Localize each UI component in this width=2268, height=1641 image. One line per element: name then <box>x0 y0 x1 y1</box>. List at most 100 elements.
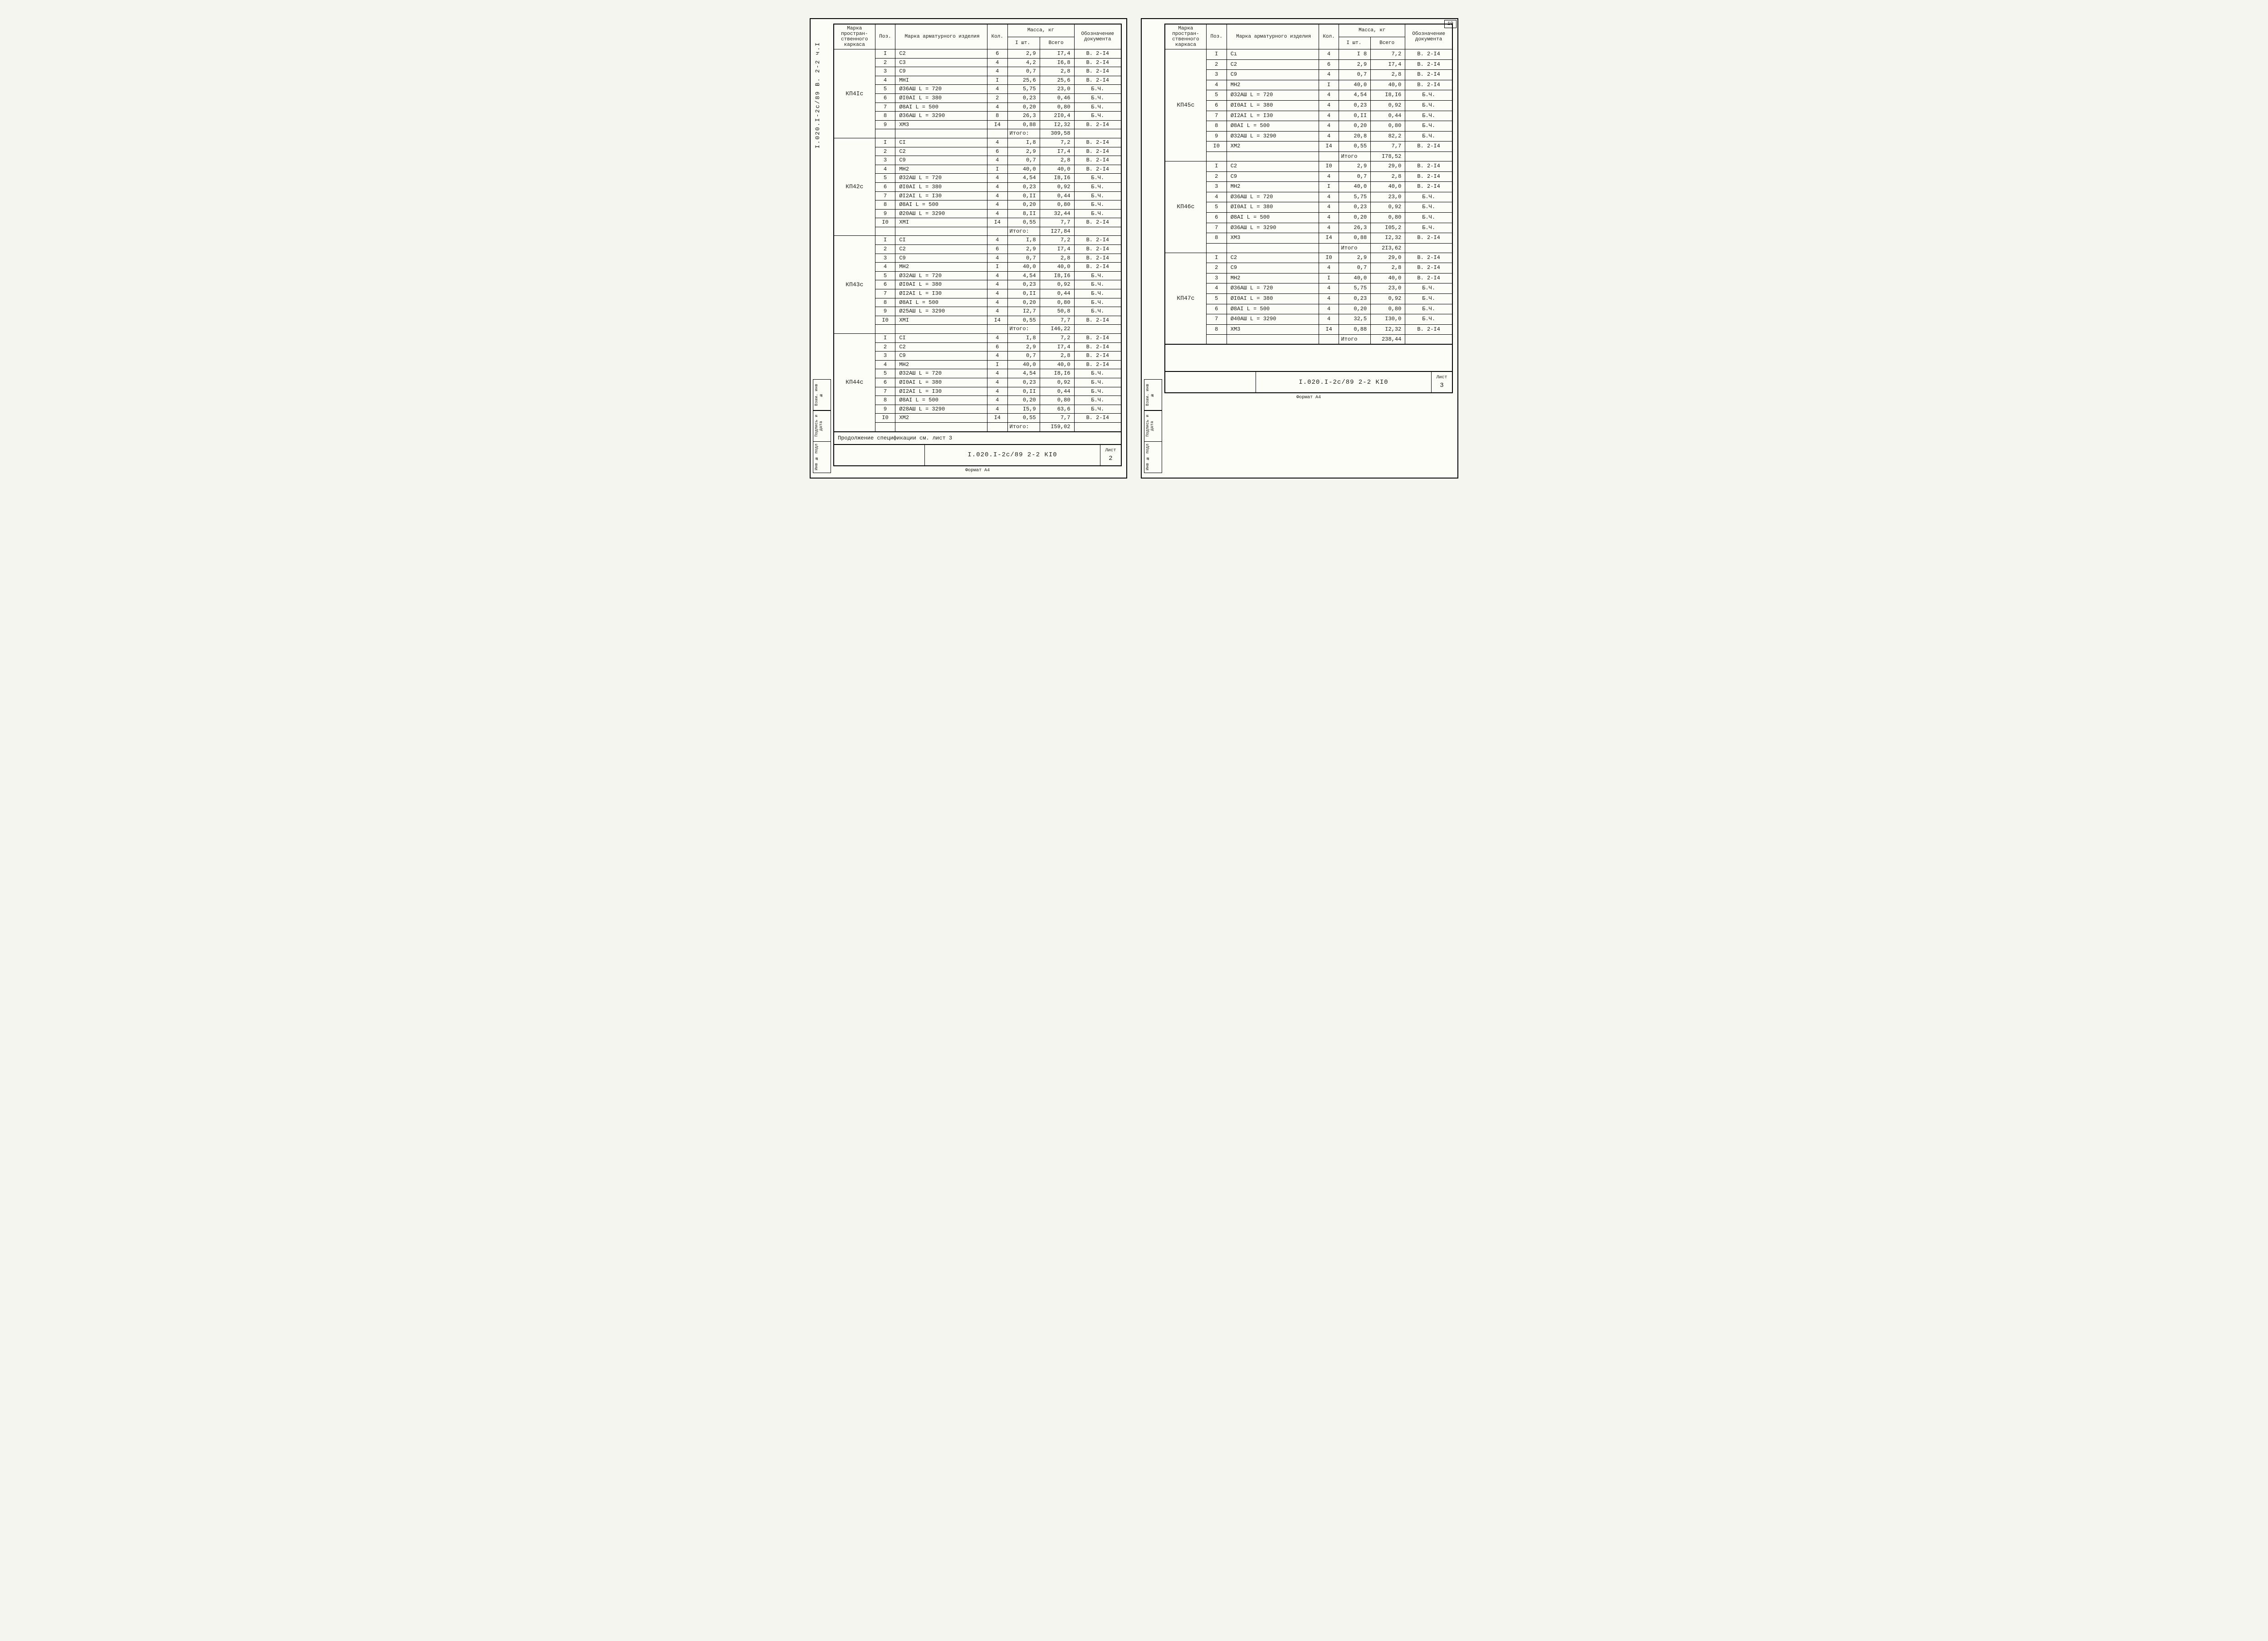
cell-doc: Б.Ч. <box>1074 191 1121 200</box>
table-row: КП46сIС2I02,929,0В. 2-I4 <box>1165 161 1452 171</box>
col-header-izdelie: Марка арматурного изделия <box>895 24 987 49</box>
cell-empty <box>1319 151 1339 161</box>
cell-doc: Б.Ч. <box>1074 103 1121 112</box>
cell-izdelie: МН2 <box>1227 182 1319 192</box>
cell-poz: I0 <box>875 218 895 227</box>
cell-mass-unit: I,8 <box>1007 334 1040 343</box>
format-label: Формат А4 <box>1164 395 1453 400</box>
cell-mass-unit: I,8 <box>1007 138 1040 147</box>
cell-izdelie: ХМI <box>895 218 987 227</box>
cell-mass-unit: 8,II <box>1007 209 1040 218</box>
table-row: 9Ø20АШ L = 329048,II32,44Б.Ч. <box>834 209 1121 218</box>
title-block: I.020.I-2с/89 2-2 КI0Лист3 <box>1164 372 1453 393</box>
cell-kol: 4 <box>987 103 1007 112</box>
cell-mass-total: 2,8 <box>1371 70 1405 80</box>
table-row: 9Ø32АШ L = 3290420,882,2Б.Ч. <box>1165 131 1452 142</box>
cell-mass-total: 40,0 <box>1371 182 1405 192</box>
cell-doc: В. 2-I4 <box>1074 165 1121 174</box>
cell-kol: 4 <box>987 174 1007 183</box>
cell-mass-total: 7,2 <box>1371 49 1405 60</box>
cell-mass-unit: I,8 <box>1007 236 1040 245</box>
cell-doc: В. 2-I4 <box>1074 49 1121 59</box>
specification-table: Марка простран-ственного каркасаПоз.Марк… <box>1164 24 1453 345</box>
cell-mass-unit: 0,55 <box>1007 218 1040 227</box>
cell-mass-unit: I 8 <box>1339 49 1371 60</box>
cell-poz: 4 <box>875 263 895 272</box>
cell-izdelie: Ø8АI L = 500 <box>895 103 987 112</box>
cell-kol: 4 <box>1319 223 1339 233</box>
cell-doc: Б.Ч. <box>1074 289 1121 298</box>
table-row: КП44сIСI4I,87,2В. 2-I4 <box>834 334 1121 343</box>
cell-kol: 4 <box>987 307 1007 316</box>
cell-poz: 6 <box>875 182 895 191</box>
cell-kol: I4 <box>1319 233 1339 244</box>
table-row: 4МН2I40,040,0В. 2-I4 <box>834 360 1121 369</box>
cell-izdelie: ØI0АI L = 380 <box>1227 100 1319 111</box>
cell-izdelie: Ø8АI L = 500 <box>895 298 987 307</box>
cell-doc: Б.Ч. <box>1074 405 1121 414</box>
cell-empty <box>1074 325 1121 334</box>
cell-izdelie: СI <box>895 236 987 245</box>
cell-mass-total: I7,4 <box>1371 59 1405 70</box>
cell-poz: 7 <box>1206 314 1227 325</box>
cell-doc: Б.Ч. <box>1074 200 1121 210</box>
cell-mass-unit: 0,23 <box>1007 182 1040 191</box>
cell-poz: 7 <box>1206 223 1227 233</box>
cell-mass-unit: 0,20 <box>1007 396 1040 405</box>
cell-empty <box>1074 422 1121 431</box>
cell-mass-unit: I5,9 <box>1007 405 1040 414</box>
table-row: 2С262,9I7,4В. 2-I4 <box>834 342 1121 352</box>
cell-poz: I0 <box>875 316 895 325</box>
table-row: 9Ø25АШ L = 32904I2,750,8Б.Ч. <box>834 307 1121 316</box>
col-header-poz: Поз. <box>875 24 895 49</box>
cell-itogo-label: Итого: <box>1007 422 1040 431</box>
cell-izdelie: С9 <box>895 352 987 361</box>
cell-poz: I0 <box>875 414 895 423</box>
cell-empty <box>987 325 1007 334</box>
cell-doc: Б.Ч. <box>1074 209 1121 218</box>
cell-izdelie: С9 <box>895 67 987 76</box>
cell-poz: 5 <box>1206 202 1227 213</box>
cell-mass-unit: 0,20 <box>1007 200 1040 210</box>
cell-poz: 5 <box>875 85 895 94</box>
cell-izdelie: Ø36АШ L = 720 <box>1227 192 1319 202</box>
cell-mass-total: 40,0 <box>1371 273 1405 283</box>
cell-doc: Б.Ч. <box>1074 182 1121 191</box>
title-block: I.020.I-2с/89 2-2 КI0Лист2 <box>833 445 1122 466</box>
cell-mass-total: I8,I6 <box>1040 271 1074 280</box>
cell-poz: I <box>875 49 895 59</box>
table-row: 6ØI0АI L = 38040,230,92Б.Ч. <box>834 280 1121 289</box>
table-row: I0ХМII40,557,7В. 2-I4 <box>834 316 1121 325</box>
cell-kol: 4 <box>987 67 1007 76</box>
cell-doc: Б.Ч. <box>1405 100 1452 111</box>
cell-izdelie: МН2 <box>895 360 987 369</box>
cell-kol: 4 <box>1319 49 1339 60</box>
cell-poz: 6 <box>1206 304 1227 314</box>
cell-mass-total: I8,I6 <box>1040 174 1074 183</box>
cell-kol: 4 <box>1319 294 1339 304</box>
cell-mass-total: 40,0 <box>1040 360 1074 369</box>
cell-mass-unit: 2,9 <box>1007 49 1040 59</box>
table-row: 8ХМ3I40,88I2,32В. 2-I4 <box>1165 324 1452 335</box>
cell-mass-unit: 25,6 <box>1007 76 1040 85</box>
cell-mass-unit: I2,7 <box>1007 307 1040 316</box>
cell-mass-unit: 0,88 <box>1007 120 1040 129</box>
col-header-massa-unit: I шт. <box>1339 37 1371 49</box>
cell-izdelie: С9 <box>895 156 987 165</box>
cell-izdelie: ØI0АI L = 380 <box>895 182 987 191</box>
table-row: 5Ø32АШ L = 72044,54I8,I6Б.Ч. <box>834 271 1121 280</box>
cell-mass-unit: 2,9 <box>1339 59 1371 70</box>
table-row: 6ØI0АI L = 38040,230,92Б.Ч. <box>1165 100 1452 111</box>
table-row: 9Ø28АШ L = 32904I5,963,6Б.Ч. <box>834 405 1121 414</box>
cell-itogo-label: Итого <box>1339 151 1371 161</box>
spec-sheet: I.020.I-2с/89 В. 2-2 ч.IВзам. инв №Подпи… <box>810 18 1127 479</box>
cell-kol: I <box>1319 80 1339 90</box>
cell-izdelie: Ø40АШ L = 3290 <box>1227 314 1319 325</box>
col-header-doc: Обозначение документа <box>1074 24 1121 49</box>
cell-poz: I <box>1206 253 1227 263</box>
cell-mass-unit: 0,20 <box>1339 212 1371 223</box>
cell-poz: 5 <box>875 369 895 378</box>
cell-poz: 7 <box>1206 111 1227 121</box>
cell-mass-unit: 0,20 <box>1339 304 1371 314</box>
cell-doc: Б.Ч. <box>1405 111 1452 121</box>
